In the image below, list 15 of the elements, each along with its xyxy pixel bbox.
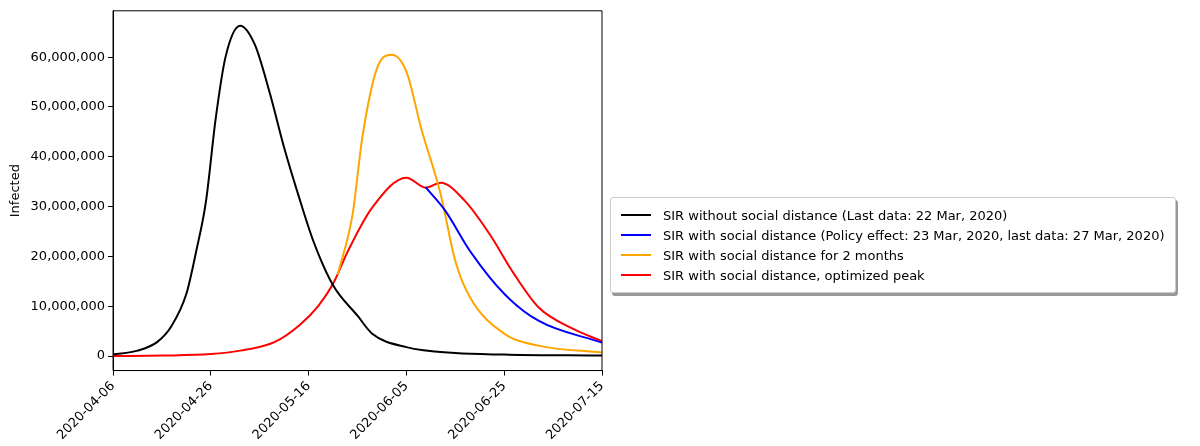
legend-label: SIR without social distance (Last data: 22 Mar, 2020) xyxy=(663,207,1008,223)
y-tick-label: 0 xyxy=(96,347,106,363)
legend-label: SIR with social distance (Policy effect: 23 Mar, 2020, last data: 27 Mar, 2020) xyxy=(663,227,1165,243)
y-tick-label: 30,000,000 xyxy=(30,197,106,213)
line-series xyxy=(113,176,602,358)
y-tick-label: 10,000,000 xyxy=(30,297,106,313)
legend-label: SIR with social distance for 2 months xyxy=(663,247,904,263)
y-tick-label: 60,000,000 xyxy=(30,48,106,64)
legend-label: SIR with social distance, optimized peak xyxy=(663,267,925,283)
line-series xyxy=(336,53,602,354)
y-axis-title: Infected xyxy=(7,164,23,218)
y-tick-label: 50,000,000 xyxy=(30,98,106,114)
y-tick-label: 40,000,000 xyxy=(30,148,106,164)
line-series xyxy=(424,186,602,344)
y-tick-label: 20,000,000 xyxy=(30,247,106,263)
